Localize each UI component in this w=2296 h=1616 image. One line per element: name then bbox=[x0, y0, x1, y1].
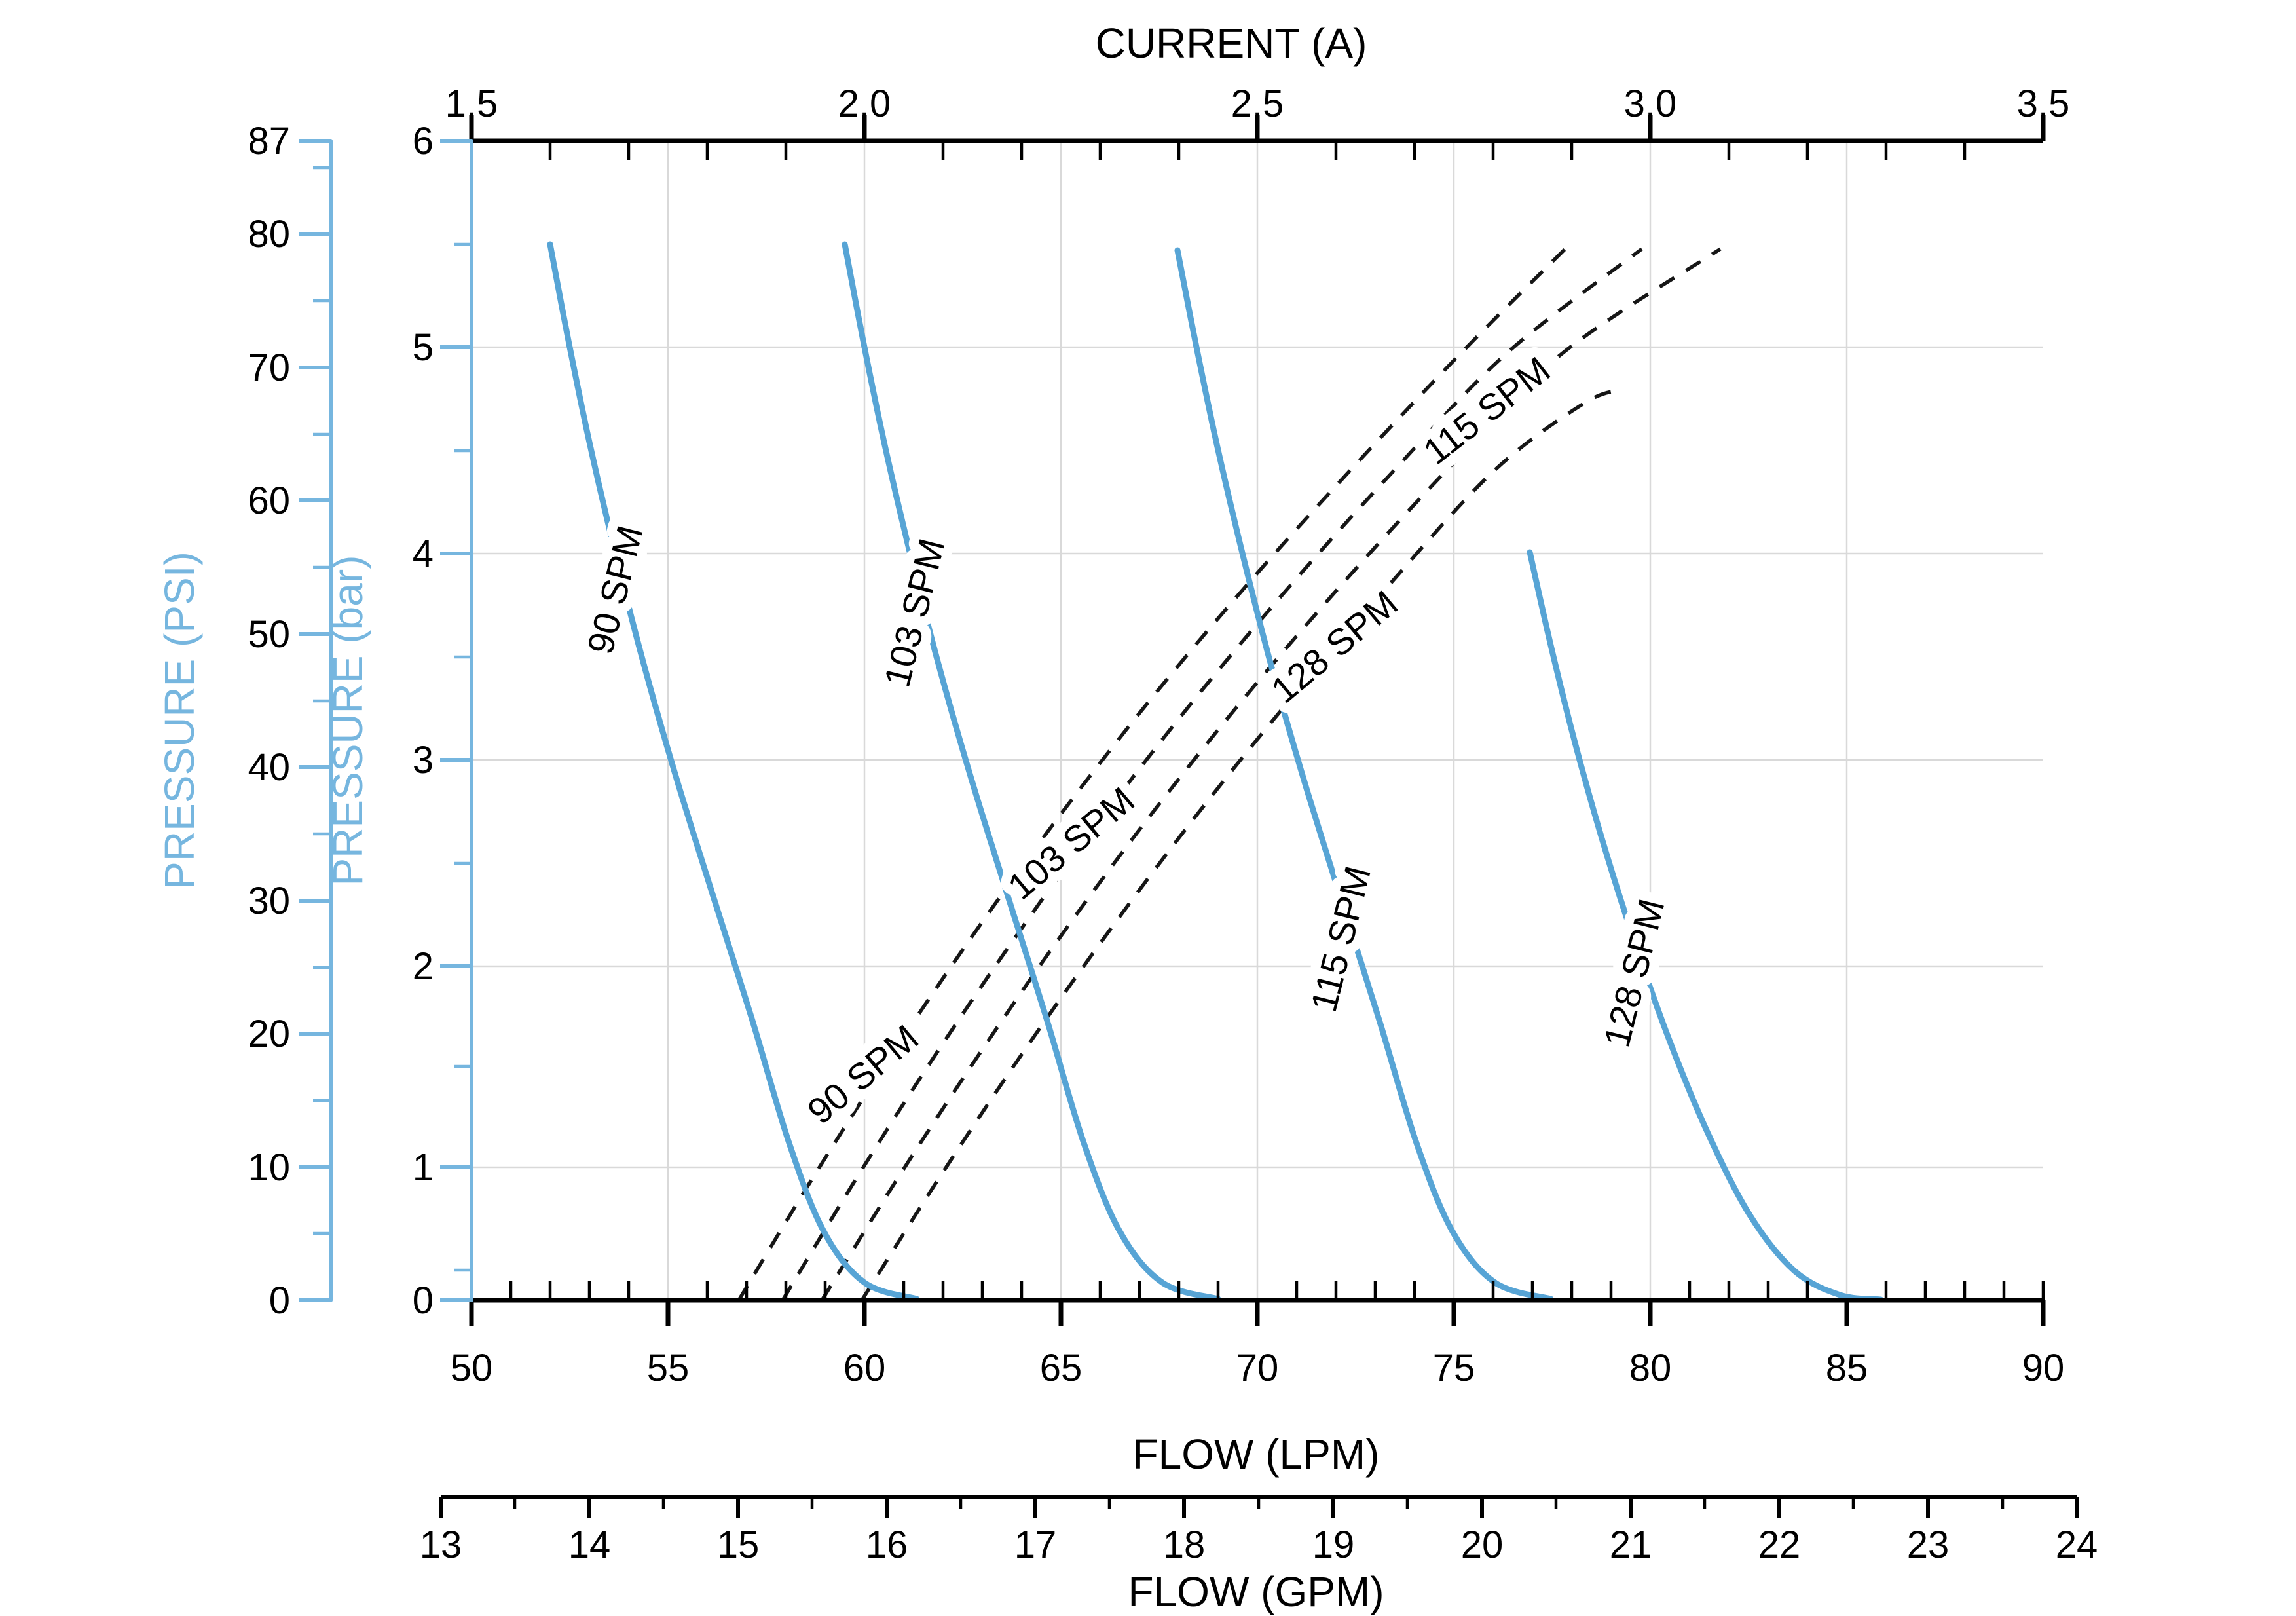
svg-text:16: 16 bbox=[866, 1524, 908, 1566]
svg-text:70: 70 bbox=[248, 347, 290, 389]
svg-text:2.5: 2.5 bbox=[1231, 83, 1284, 125]
svg-text:4: 4 bbox=[413, 533, 434, 575]
svg-text:115 SPM: 115 SPM bbox=[1303, 862, 1379, 1016]
svg-text:128 SPM: 128 SPM bbox=[1263, 582, 1405, 711]
current-axis: 1.5 2.0 2.5 3.0 3.5 bbox=[445, 83, 2070, 160]
svg-text:70: 70 bbox=[1236, 1347, 1279, 1389]
svg-text:19: 19 bbox=[1312, 1524, 1355, 1566]
svg-text:115 SPM: 115 SPM bbox=[1415, 348, 1557, 472]
svg-text:90 SPM: 90 SPM bbox=[579, 521, 650, 658]
svg-text:13: 13 bbox=[420, 1524, 462, 1566]
svg-text:90 SPM: 90 SPM bbox=[800, 1017, 926, 1132]
svg-text:80: 80 bbox=[248, 213, 290, 255]
svg-text:3.5: 3.5 bbox=[2017, 83, 2070, 125]
svg-text:90: 90 bbox=[2022, 1347, 2065, 1389]
bar-axis-title: PRESSURE (bar) bbox=[324, 555, 371, 886]
svg-text:20: 20 bbox=[248, 1013, 290, 1055]
svg-text:55: 55 bbox=[647, 1347, 690, 1389]
pressure-solid-curves bbox=[547, 241, 1884, 1303]
pressure-bar-axis: 6 5 4 3 2 1 0 bbox=[413, 120, 473, 1322]
svg-text:65: 65 bbox=[1040, 1347, 1083, 1389]
svg-text:23: 23 bbox=[1907, 1524, 1950, 1566]
svg-text:80: 80 bbox=[1629, 1347, 1672, 1389]
gridlines bbox=[472, 141, 2043, 1300]
svg-text:22: 22 bbox=[1758, 1524, 1801, 1566]
pressure-psi-axis: 87 80 70 60 50 40 30 20 10 0 bbox=[248, 120, 333, 1322]
bottom-axis-title: FLOW (LPM) bbox=[1133, 1431, 1380, 1478]
svg-text:24: 24 bbox=[2056, 1524, 2098, 1566]
svg-text:60: 60 bbox=[248, 479, 290, 522]
svg-text:87: 87 bbox=[248, 120, 290, 162]
current-dashed-curves bbox=[737, 246, 1722, 1302]
svg-text:6: 6 bbox=[413, 120, 434, 162]
gpm-axis-title: FLOW (GPM) bbox=[1128, 1568, 1384, 1615]
svg-text:2.0: 2.0 bbox=[838, 83, 891, 125]
svg-text:60: 60 bbox=[843, 1347, 886, 1389]
svg-text:75: 75 bbox=[1433, 1347, 1475, 1389]
svg-text:50: 50 bbox=[248, 613, 290, 656]
psi-axis-title: PRESSURE (PSI) bbox=[156, 552, 203, 890]
svg-text:1: 1 bbox=[413, 1146, 434, 1189]
svg-text:2: 2 bbox=[413, 945, 434, 988]
svg-text:0: 0 bbox=[269, 1279, 290, 1322]
svg-text:40: 40 bbox=[248, 746, 290, 789]
svg-text:20: 20 bbox=[1461, 1524, 1504, 1566]
svg-text:14: 14 bbox=[568, 1524, 611, 1566]
svg-text:3: 3 bbox=[413, 739, 434, 781]
svg-text:3.0: 3.0 bbox=[1624, 83, 1677, 125]
svg-text:10: 10 bbox=[248, 1146, 290, 1189]
svg-text:128 SPM: 128 SPM bbox=[1596, 895, 1673, 1051]
svg-text:0: 0 bbox=[413, 1279, 434, 1322]
svg-text:30: 30 bbox=[248, 880, 290, 922]
flow-gpm-axis: 13 14 15 16 17 18 19 20 21 22 23 24 bbox=[420, 1495, 2098, 1566]
svg-text:5: 5 bbox=[413, 326, 434, 369]
svg-text:18: 18 bbox=[1163, 1524, 1206, 1566]
svg-text:1.5: 1.5 bbox=[445, 83, 498, 125]
svg-text:15: 15 bbox=[717, 1524, 760, 1566]
svg-text:50: 50 bbox=[451, 1347, 493, 1389]
svg-text:103 SPM: 103 SPM bbox=[1000, 779, 1142, 907]
flow-lpm-axis: 50 55 60 65 70 75 80 85 90 bbox=[451, 1281, 2065, 1389]
svg-text:21: 21 bbox=[1610, 1524, 1652, 1566]
svg-text:17: 17 bbox=[1014, 1524, 1057, 1566]
svg-text:85: 85 bbox=[1826, 1347, 1868, 1389]
top-axis-title: CURRENT (A) bbox=[1096, 20, 1367, 67]
